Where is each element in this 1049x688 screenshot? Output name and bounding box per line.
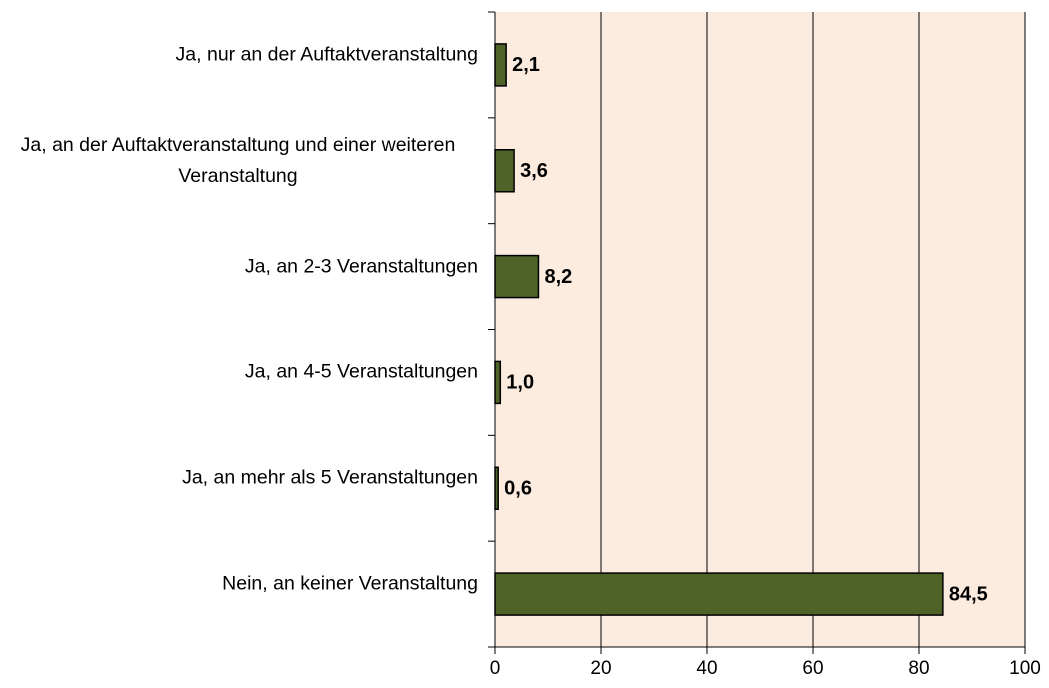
value-label: 2,1	[512, 54, 540, 76]
value-label: 8,2	[544, 266, 572, 288]
bar	[494, 149, 515, 193]
category-label-box: Ja, an 4-5 Veranstaltungen	[0, 357, 478, 388]
x-tick-label: 0	[490, 658, 501, 679]
x-tick-label: 100	[1009, 658, 1041, 679]
category-label-box: Ja, an mehr als 5 Veranstaltungen	[0, 463, 478, 494]
bar	[494, 43, 507, 87]
bar	[494, 572, 944, 616]
value-label: 1,0	[506, 372, 534, 394]
x-tick-label: 40	[696, 658, 717, 679]
bar	[494, 466, 499, 510]
category-label: Nein, an keiner Veranstaltung	[222, 572, 478, 595]
x-tick-label: 80	[908, 658, 929, 679]
x-tick-label: 20	[590, 658, 611, 679]
category-label: Ja, an 4-5 Veranstaltungen	[244, 360, 478, 383]
value-label: 0,6	[504, 478, 532, 500]
plot-background	[495, 12, 1025, 647]
category-label: Ja, an der Auftaktveranstaltung und eine…	[20, 133, 456, 187]
category-label: Ja, an mehr als 5 Veranstaltungen	[182, 466, 478, 489]
category-label-box: Ja, an der Auftaktveranstaltung und eine…	[0, 130, 478, 192]
category-label: Ja, an 2-3 Veranstaltungen	[244, 255, 478, 278]
category-label: Ja, nur an der Auftaktveranstaltung	[175, 43, 478, 66]
category-label-box: Nein, an keiner Veranstaltung	[0, 569, 478, 600]
bar	[494, 254, 540, 299]
x-tick-label: 60	[802, 658, 823, 679]
bar	[494, 360, 502, 405]
value-label: 84,5	[949, 583, 988, 605]
category-label-box: Ja, nur an der Auftaktveranstaltung	[0, 39, 478, 70]
category-label-box: Ja, an 2-3 Veranstaltungen	[0, 251, 478, 282]
value-label: 3,6	[520, 160, 548, 182]
